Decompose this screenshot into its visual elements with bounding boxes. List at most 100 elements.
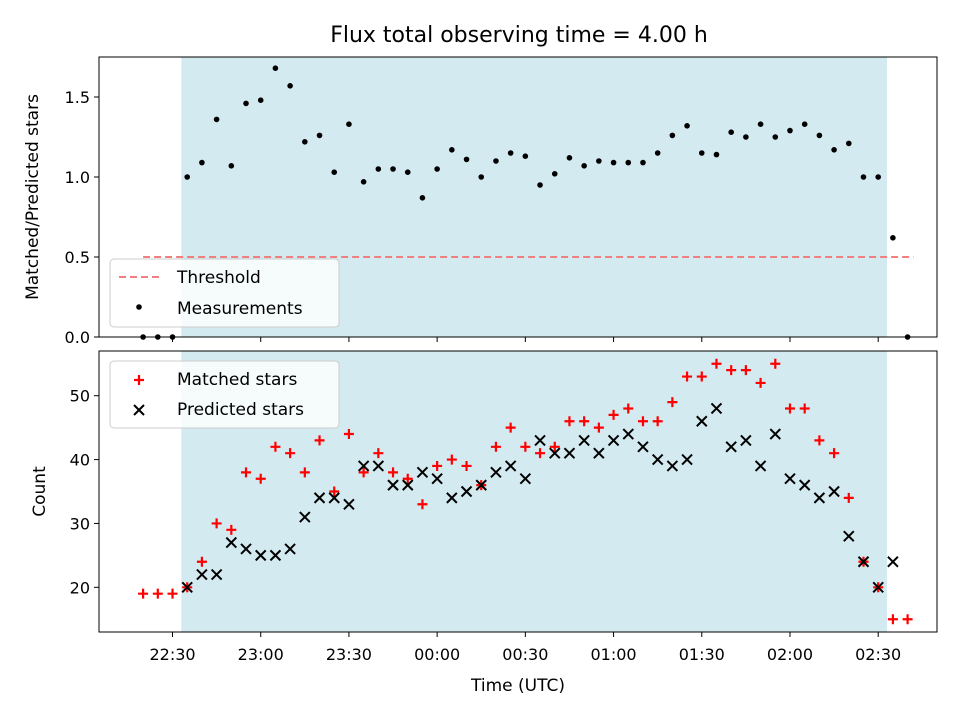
matched-stars-point bbox=[814, 435, 825, 446]
measurement-point bbox=[272, 65, 279, 71]
measurement-point bbox=[419, 195, 426, 201]
measurement-point bbox=[743, 134, 749, 140]
predicted-stars-point bbox=[828, 485, 840, 498]
predicted-stars-point bbox=[446, 492, 458, 504]
measurement-point bbox=[478, 174, 485, 180]
y-axis-label-ratio: Matched/Predicted stars bbox=[23, 94, 43, 300]
predicted-stars-point bbox=[181, 581, 193, 594]
predicted-stars-point bbox=[402, 479, 414, 491]
measurement-point bbox=[302, 139, 308, 145]
matched-stars-point bbox=[358, 467, 369, 478]
legend-measurements-swatch bbox=[136, 304, 142, 310]
predicted-stars-point bbox=[549, 447, 561, 459]
predicted-stars-point bbox=[269, 549, 282, 562]
predicted-stars-point bbox=[196, 568, 208, 581]
measurement-point bbox=[860, 174, 867, 180]
measurement-point bbox=[890, 235, 896, 241]
matched-stars-point bbox=[608, 409, 619, 420]
count-xtick-label: 01:30 bbox=[679, 645, 725, 664]
predicted-stars-point bbox=[387, 479, 399, 491]
measurement-point bbox=[287, 83, 293, 89]
predicted-stars-point bbox=[622, 428, 634, 440]
predicted-stars-point bbox=[519, 473, 532, 485]
measurement-point bbox=[581, 163, 587, 169]
predicted-stars-point bbox=[475, 479, 487, 491]
predicted-stars-point bbox=[357, 460, 370, 472]
predicted-stars-point bbox=[210, 568, 223, 581]
matched-stars-point bbox=[637, 416, 648, 427]
count-xtick-label: 00:30 bbox=[502, 645, 548, 664]
matched-stars-point bbox=[535, 448, 546, 459]
matched-stars-point bbox=[270, 441, 281, 452]
measurement-point bbox=[625, 159, 632, 166]
matched-stars-point bbox=[329, 486, 340, 497]
measurement-point bbox=[537, 182, 543, 188]
predicted-stars-point bbox=[284, 543, 296, 555]
matched-stars-point bbox=[682, 371, 693, 382]
predicted-stars-point bbox=[240, 543, 252, 555]
count-ytick-label: 20 bbox=[70, 578, 90, 597]
legend-ratio: Threshold Measurements bbox=[109, 258, 340, 328]
matched-stars-point bbox=[902, 614, 913, 625]
legend-predicted-swatch bbox=[133, 404, 145, 416]
predicted-stars-point bbox=[696, 415, 708, 427]
matched-stars-point bbox=[755, 377, 766, 388]
y-axis-label-count: Count bbox=[30, 466, 50, 517]
measurement-point bbox=[316, 132, 323, 139]
measurement-point bbox=[787, 127, 793, 134]
predicted-stars-point bbox=[710, 402, 723, 415]
count-xtick-label: 01:00 bbox=[591, 645, 637, 664]
legend-count-box bbox=[109, 360, 340, 429]
measurement-point bbox=[728, 129, 734, 135]
matched-stars-point bbox=[505, 422, 516, 433]
matched-stars-point bbox=[343, 429, 354, 440]
matched-stars-point bbox=[241, 467, 252, 478]
predicted-stars-point bbox=[593, 447, 605, 459]
measurement-point bbox=[801, 121, 808, 127]
measurement-point bbox=[390, 166, 396, 172]
predicted-stars-point bbox=[225, 536, 238, 549]
predicted-stars-point bbox=[784, 473, 796, 485]
legend-matched-swatch bbox=[134, 375, 144, 385]
measurement-point bbox=[654, 150, 661, 156]
chart-title: Flux total observing time = 4.00 h bbox=[330, 23, 708, 48]
count-ytick-label: 30 bbox=[70, 514, 90, 533]
measurement-point bbox=[199, 159, 205, 166]
ratio-ytick-label: 0.5 bbox=[65, 248, 90, 267]
measurement-point bbox=[375, 166, 382, 172]
measurement-point bbox=[640, 159, 646, 166]
count-ytick-label: 40 bbox=[70, 451, 90, 470]
matched-stars-point bbox=[623, 403, 634, 414]
measurement-point bbox=[610, 159, 617, 166]
matched-stars-point bbox=[461, 460, 472, 471]
predicted-stars-point bbox=[637, 441, 649, 453]
legend-threshold-label: Threshold bbox=[176, 268, 261, 288]
matched-stars-point bbox=[446, 454, 457, 465]
matched-stars-point bbox=[167, 588, 178, 599]
matched-stars-point bbox=[285, 448, 296, 459]
measurement-point bbox=[551, 171, 558, 177]
matched-stars-point bbox=[784, 403, 795, 414]
matched-stars-point bbox=[579, 416, 590, 427]
ratio-ytick-label: 0.0 bbox=[65, 328, 90, 347]
predicted-stars-point bbox=[681, 453, 693, 466]
count-xtick-label: 23:00 bbox=[238, 645, 284, 664]
predicted-stars-point bbox=[313, 492, 326, 504]
count-xtick-label: 02:30 bbox=[855, 645, 901, 664]
ratio-ytick-label: 1.5 bbox=[65, 88, 90, 107]
matched-stars-point bbox=[417, 499, 428, 510]
matched-stars-point bbox=[373, 448, 384, 459]
matched-stars-point bbox=[843, 492, 854, 503]
predicted-stars-point bbox=[460, 485, 473, 498]
legend-count: Matched stars Predicted stars bbox=[109, 360, 340, 429]
measurement-point bbox=[816, 132, 823, 139]
matched-stars-point bbox=[138, 588, 149, 599]
predicted-stars-point bbox=[857, 556, 870, 568]
predicted-stars-point bbox=[651, 453, 664, 466]
matched-stars-point bbox=[652, 416, 663, 427]
predicted-stars-point bbox=[578, 434, 590, 447]
measurement-point bbox=[713, 151, 720, 158]
measurement-point bbox=[845, 140, 852, 147]
ratio-panel: 0.0 0.5 1.0 1.5 Matched/Predicted stars Thr… bbox=[23, 56, 938, 347]
count-xtick-label: 02:00 bbox=[767, 645, 813, 664]
